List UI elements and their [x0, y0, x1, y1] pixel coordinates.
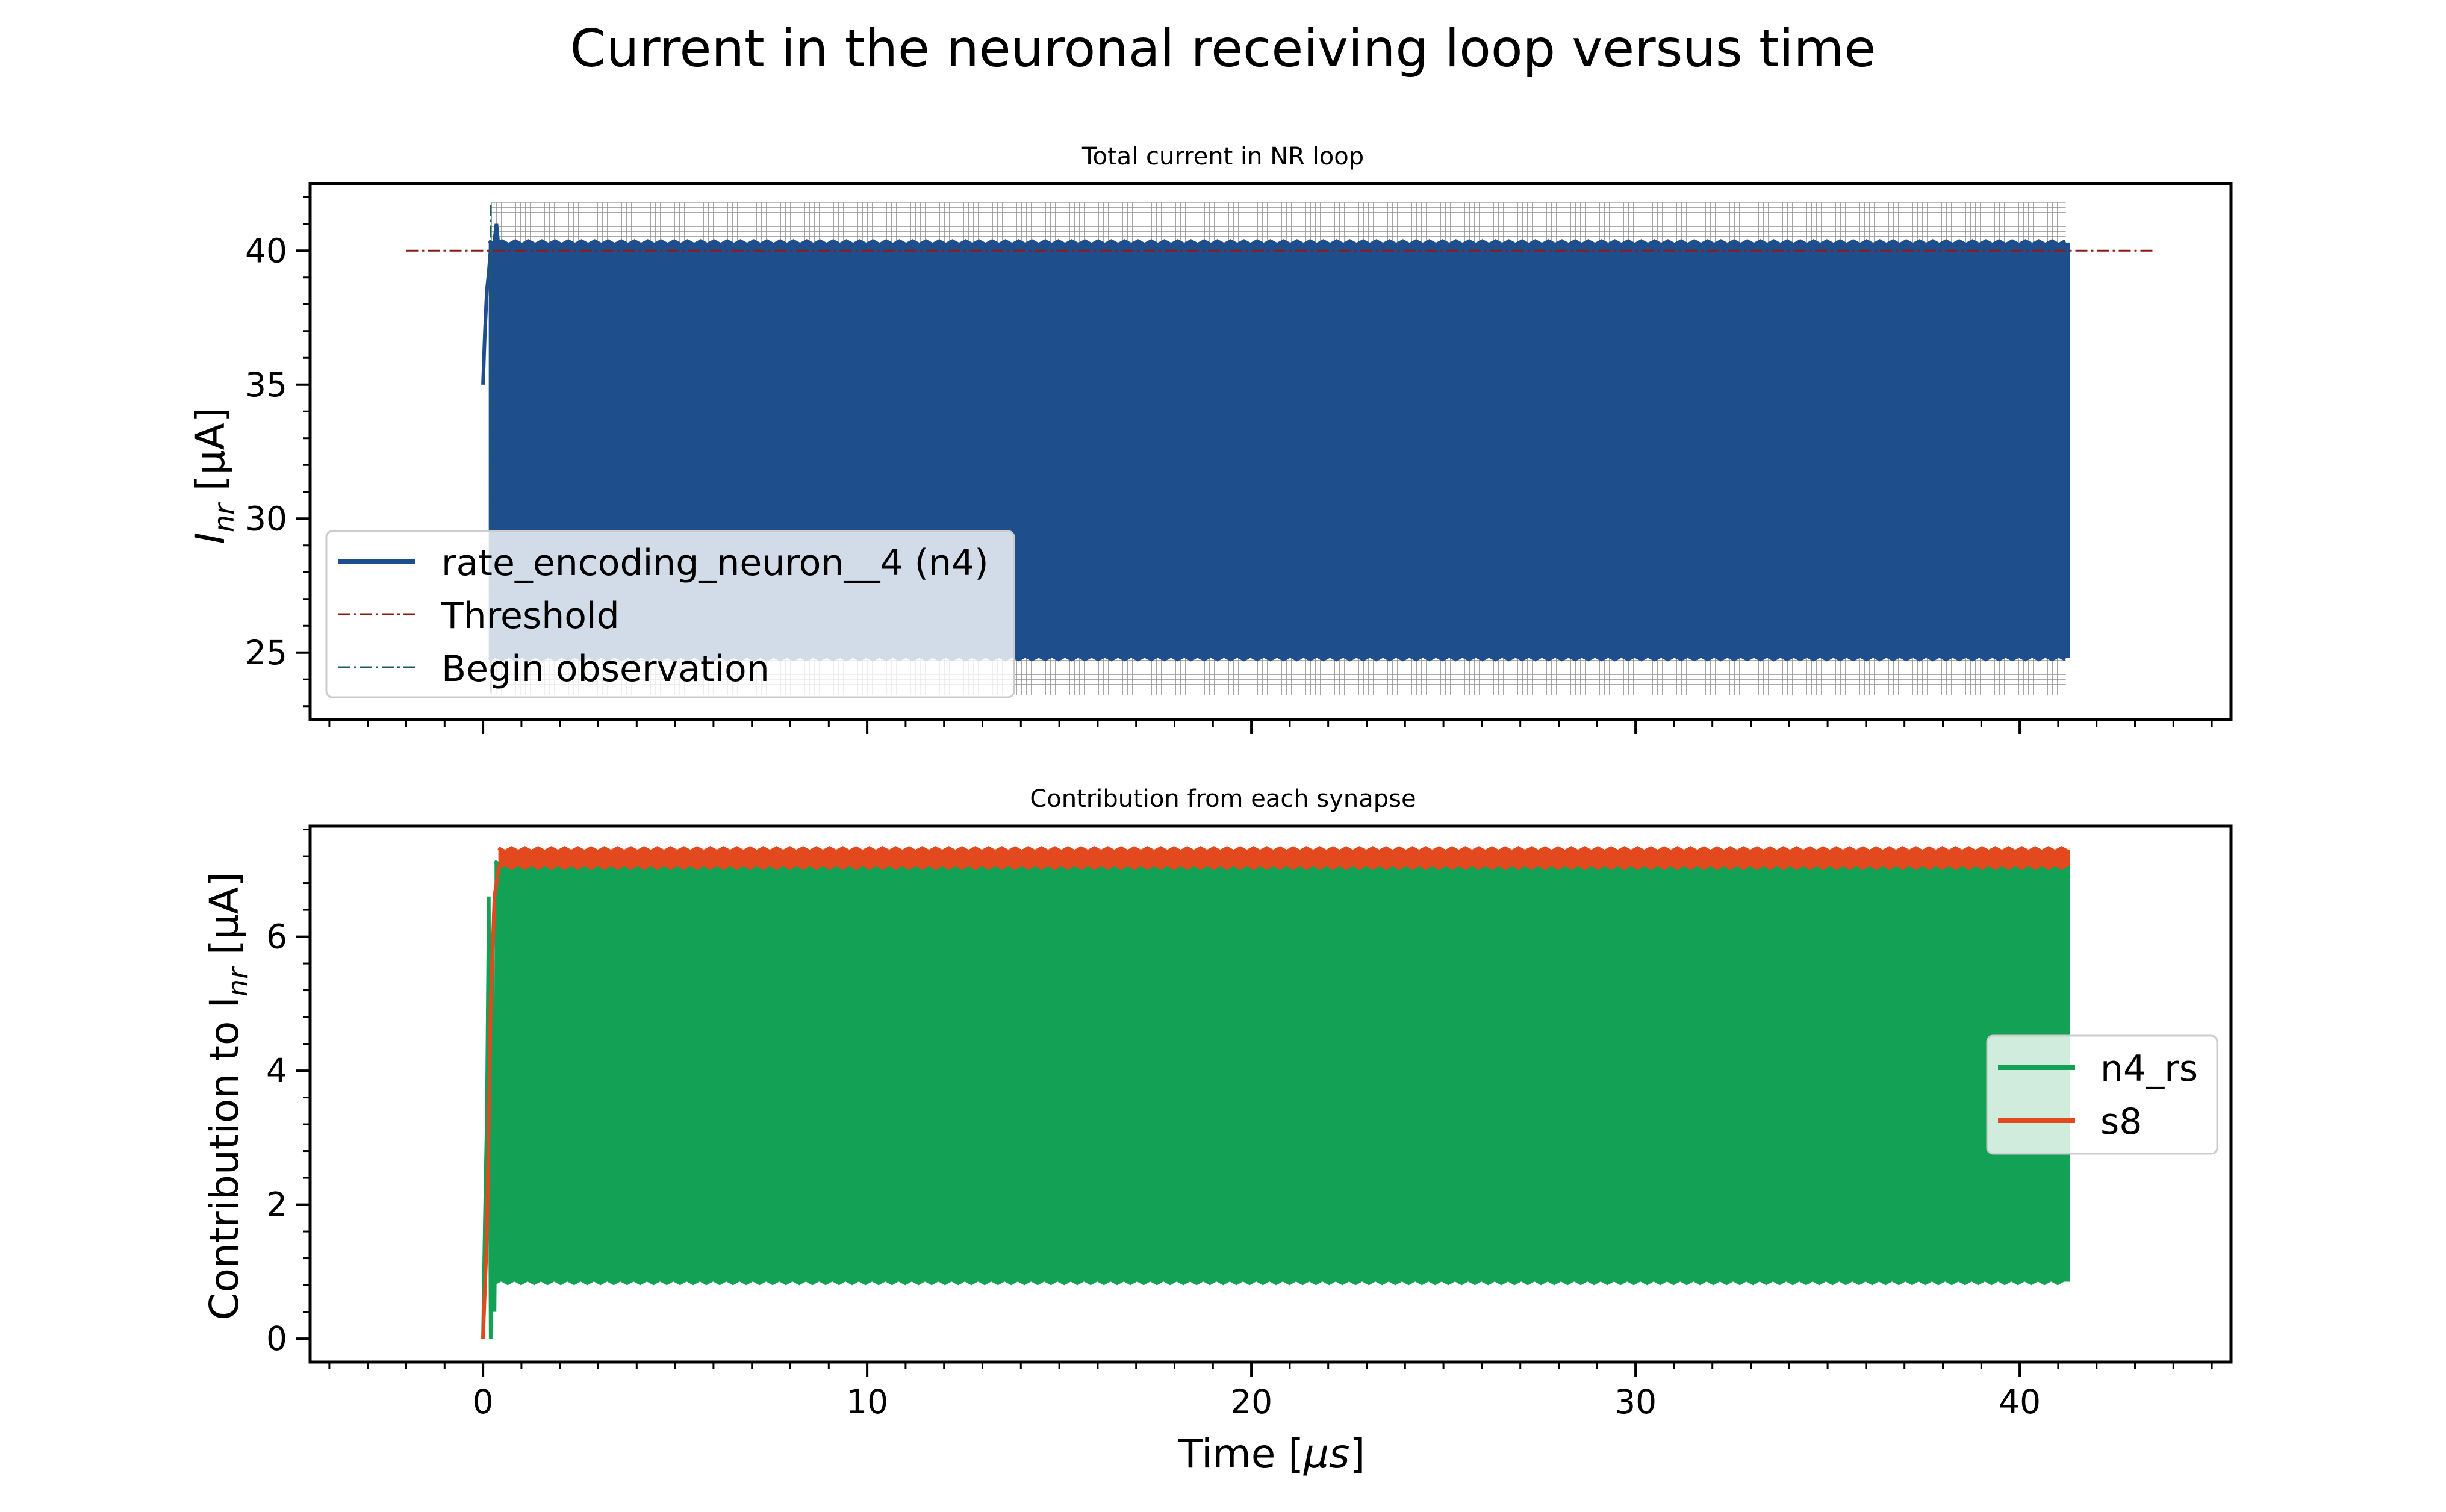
- series-band-bottom-n4-rs: [493, 1277, 2065, 1286]
- series-band-top-s8: [497, 846, 2070, 854]
- plot-frame: [308, 182, 2233, 721]
- series-onset-s8: [481, 856, 504, 1339]
- legend-label-threshold: Threshold: [441, 595, 620, 637]
- y-axis-label-synapse-contribution: Contribution to Inr [μA]: [201, 871, 254, 1320]
- x-tick-label: 30: [1614, 1383, 1657, 1421]
- legend-synapse-contribution: n4_rs s8: [1986, 1034, 2218, 1155]
- y-tick-label: 35: [245, 366, 287, 404]
- plot-area-total-current: [406, 202, 2155, 695]
- x-tick-label: 10: [846, 1383, 888, 1421]
- legend-frame: [325, 530, 1015, 698]
- plot-area-synapse-contribution: [481, 846, 2070, 1339]
- series-band-bottom-s8: [497, 862, 2070, 870]
- plot-frame: [308, 824, 2233, 1364]
- y-tick-label: 2: [266, 1186, 287, 1224]
- y-axis-label-total-current: Inr [μA]: [187, 407, 240, 544]
- legend-label-n4-rs: n4_rs: [2100, 1048, 2198, 1090]
- panel-title-total-current: Total current in NR loop: [1081, 143, 1364, 170]
- panel-synapse-contribution: Contribution from each synapse 0 10 20 30 40…: [201, 785, 2233, 1421]
- x-axis-label: Time [μs]: [1178, 1431, 1365, 1477]
- y-tick-label: 6: [266, 918, 287, 956]
- panel-total-current: Total current in NR loop 25 30 35 40 Inr [μ…: [187, 143, 2233, 734]
- x-tick-label: 40: [1999, 1383, 2041, 1421]
- axes-total-current: 25 30 35 40: [245, 182, 2233, 734]
- legend-total-current: rate_encoding_neuron__4 (n4) Threshold B…: [325, 530, 1015, 698]
- figure-title: Current in the neuronal receiving loop v…: [570, 19, 1876, 79]
- y-tick-label: 30: [245, 499, 287, 538]
- x-tick-label: 0: [473, 1383, 494, 1421]
- series-band-n4-rs: [494, 863, 2070, 1282]
- y-tick-label: 25: [245, 633, 287, 672]
- panel-title-synapse-contribution: Contribution from each synapse: [1030, 785, 1416, 813]
- y-tick-label: 40: [245, 231, 287, 270]
- series-band-top-rate-encoding-neuron-4-n4: [488, 239, 2067, 247]
- legend-label-s8: s8: [2100, 1101, 2142, 1143]
- plot-series-group: [481, 846, 2070, 1339]
- x-tick-label: 20: [1230, 1383, 1272, 1421]
- plot-series-group: [406, 202, 2155, 695]
- legend-label-n4: rate_encoding_neuron__4 (n4): [441, 542, 989, 584]
- y-tick-label: 4: [266, 1051, 287, 1090]
- legend-label-begin-observation: Begin observation: [441, 648, 770, 690]
- y-tick-label: 0: [266, 1319, 287, 1358]
- axes-synapse-contribution: 0 10 20 30 40 0 2 4 6: [266, 824, 2233, 1421]
